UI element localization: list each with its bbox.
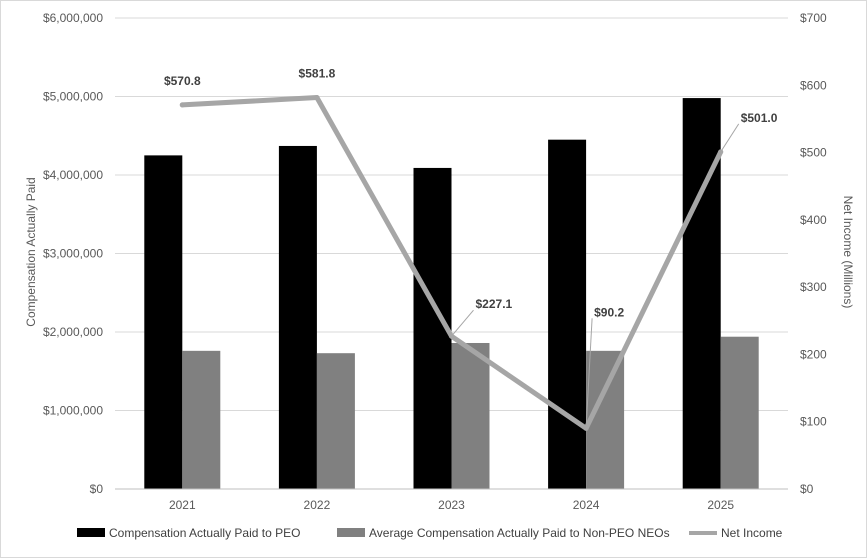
left-tick-label: $0 <box>90 482 104 496</box>
right-tick-label: $100 <box>800 415 827 429</box>
neo-compensation-bar <box>720 336 759 489</box>
data-label-leader <box>451 309 474 337</box>
peo-compensation-bar <box>548 139 587 490</box>
neo-compensation-bar <box>316 353 355 489</box>
legend-label: Average Compensation Actually Paid to No… <box>369 526 670 540</box>
x-tick-label: 2024 <box>573 498 600 512</box>
net-income-data-label: $581.8 <box>299 67 336 81</box>
x-tick-label: 2022 <box>304 498 331 512</box>
right-tick-label: $300 <box>800 280 827 294</box>
net-income-point <box>179 102 185 108</box>
legend: Compensation Actually Paid to PEO Average… <box>77 526 783 540</box>
x-tick-label: 2023 <box>438 498 465 512</box>
data-label-leader <box>585 318 593 429</box>
legend-label: Net Income <box>721 526 783 540</box>
net-income-data-label: $90.2 <box>594 305 624 319</box>
right-tick-label: $500 <box>800 146 827 160</box>
data-label-leader <box>720 123 740 153</box>
net-income-data-label: $570.8 <box>164 74 201 88</box>
net-income-data-label: $501.0 <box>741 111 778 125</box>
left-axis-title: Compensation Actually Paid <box>24 177 38 326</box>
bars <box>144 98 759 490</box>
x-tick-label: 2021 <box>169 498 196 512</box>
right-tick-label: $200 <box>800 347 827 361</box>
x-tick-label: 2025 <box>707 498 734 512</box>
left-tick-label: $6,000,000 <box>43 11 103 25</box>
right-tick-label: $700 <box>800 11 827 25</box>
left-tick-label: $1,000,000 <box>43 404 103 418</box>
peo-compensation-bar <box>682 98 721 489</box>
legend-swatch <box>337 528 365 537</box>
neo-compensation-bar <box>451 342 490 489</box>
axes: $0 $1,000,000 $2,000,000 $3,000,000 $4,000,0… <box>43 11 827 512</box>
legend-swatch <box>77 528 105 537</box>
left-tick-label: $2,000,000 <box>43 325 103 339</box>
left-tick-label: $5,000,000 <box>43 90 103 104</box>
net-income-point <box>314 95 320 101</box>
legend-label: Compensation Actually Paid to PEO <box>109 526 300 540</box>
left-tick-label: $4,000,000 <box>43 168 103 182</box>
right-tick-label: $400 <box>800 213 827 227</box>
right-tick-label: $600 <box>800 78 827 92</box>
neo-compensation-bar <box>182 350 221 489</box>
peo-compensation-bar <box>144 155 183 489</box>
data-labels: $570.8 $581.8 $227.1 $90.2 $501.0 <box>164 67 778 429</box>
net-income-data-label: $227.1 <box>476 297 513 311</box>
peo-compensation-bar <box>278 145 317 489</box>
left-tick-label: $3,000,000 <box>43 247 103 261</box>
right-axis-title: Net Income (Millions) <box>841 196 855 309</box>
right-tick-label: $0 <box>800 482 814 496</box>
